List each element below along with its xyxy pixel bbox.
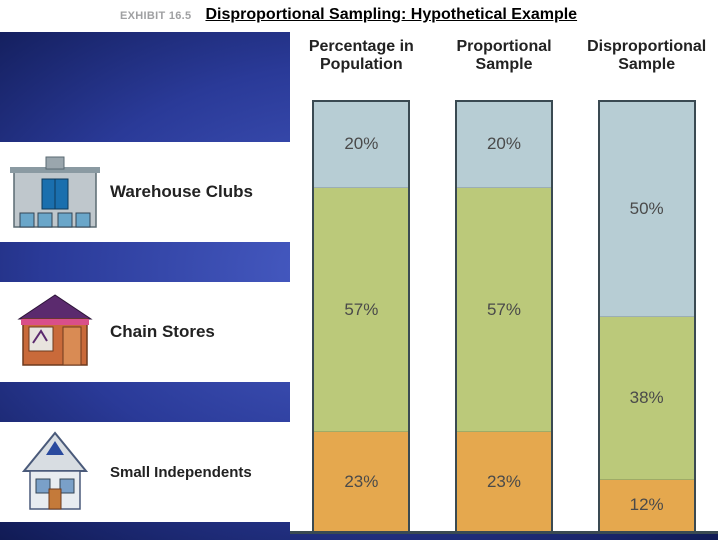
column-header-disproportional: Disproportional Sample <box>575 32 718 100</box>
stacked-bars: 20%57%23% 20%57%23% 50%38%12% <box>290 100 718 534</box>
segment-small: 23% <box>457 432 551 531</box>
column-header-population: Percentage in Population <box>290 32 433 100</box>
warehouse-icon <box>0 153 110 231</box>
segment-warehouse: 20% <box>457 102 551 188</box>
chart-area: Percentage in Population Proportional Sa… <box>0 32 720 540</box>
segment-warehouse: 50% <box>600 102 694 317</box>
house-icon <box>0 431 110 513</box>
row-warehouse-clubs: Warehouse Clubs <box>0 142 290 242</box>
row-chain-stores: Chain Stores <box>0 282 290 382</box>
title-bar: EXHIBIT 16.5 Disproportional Sampling: H… <box>0 6 720 24</box>
chainstore-icon <box>0 293 110 371</box>
row-label-small: Small Independents <box>110 464 252 481</box>
segment-chain: 38% <box>600 317 694 480</box>
column-header-proportional: Proportional Sample <box>433 32 576 100</box>
bar-population: 20%57%23% <box>312 100 410 531</box>
row-small-independents: Small Independents <box>0 422 290 522</box>
segment-chain: 57% <box>314 188 408 433</box>
page-title: Disproportional Sampling: Hypothetical E… <box>205 6 577 24</box>
segment-chain: 57% <box>457 188 551 433</box>
exhibit-label: EXHIBIT 16.5 <box>120 10 191 22</box>
bar-proportional: 20%57%23% <box>455 100 553 531</box>
row-label-warehouse: Warehouse Clubs <box>110 182 253 202</box>
segment-small: 12% <box>600 480 694 531</box>
segment-warehouse: 20% <box>314 102 408 188</box>
bar-disproportional: 50%38%12% <box>598 100 696 531</box>
segment-small: 23% <box>314 432 408 531</box>
row-label-chain: Chain Stores <box>110 322 215 342</box>
column-headers: Percentage in Population Proportional Sa… <box>290 32 718 100</box>
